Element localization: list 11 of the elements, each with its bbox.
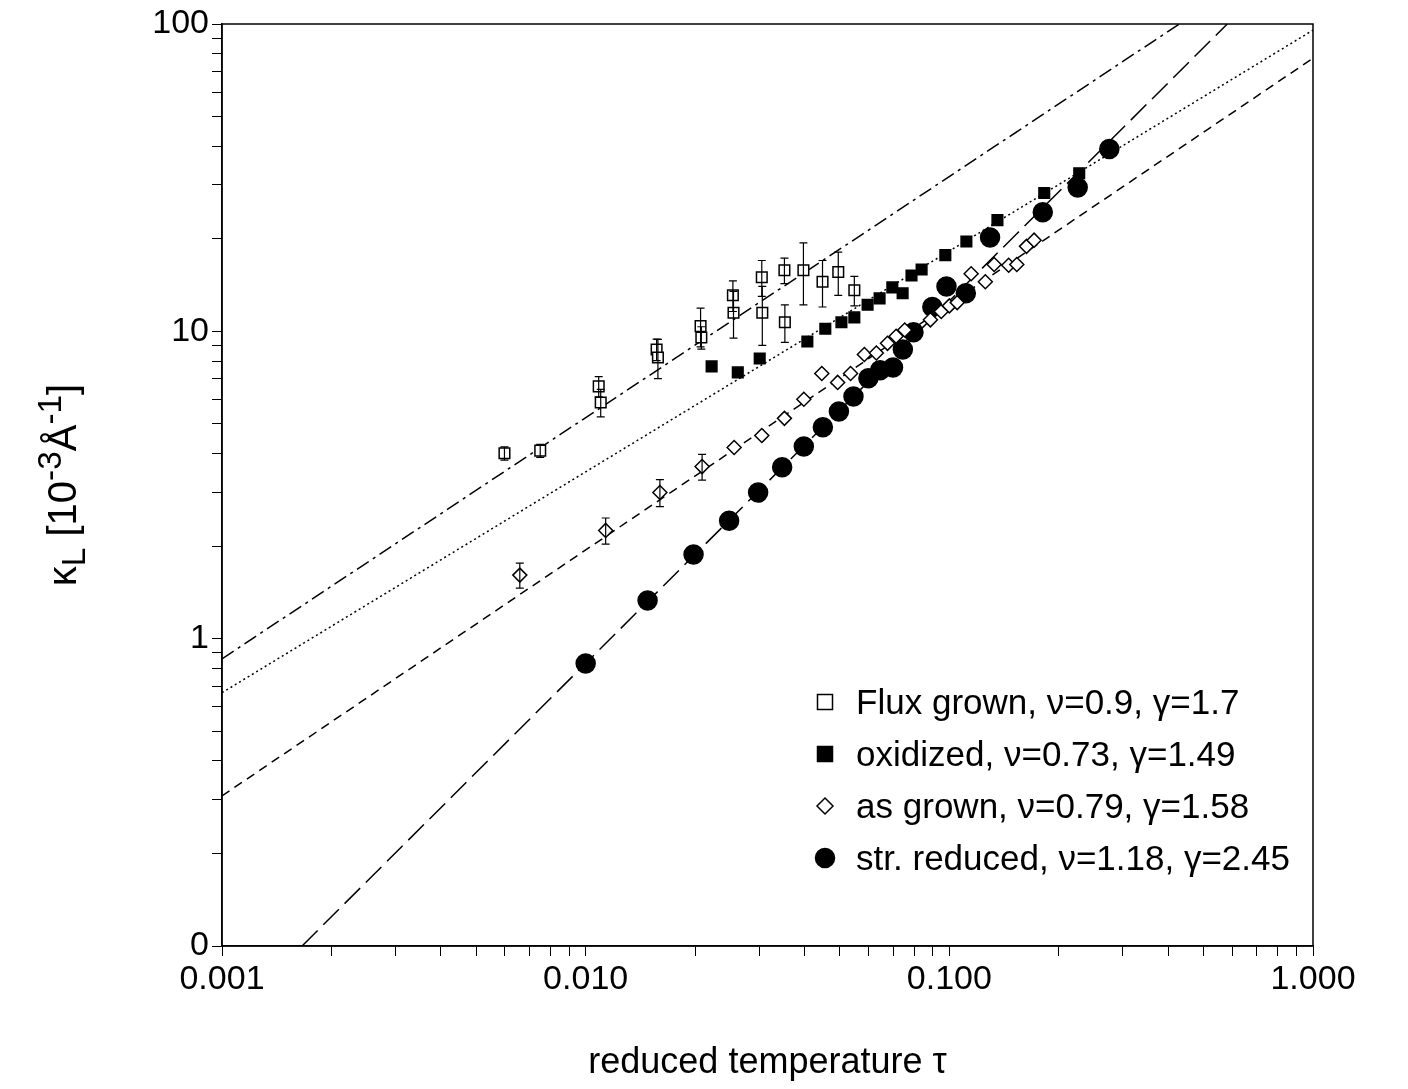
legend-label: Flux grown, ν=0.9, γ=1.7 xyxy=(856,681,1240,723)
y-tick-label: 100 xyxy=(152,2,209,41)
x-tick-label: 1.000 xyxy=(1270,957,1356,996)
x-axis-title: reduced temperature τ xyxy=(588,1040,947,1082)
legend-label: oxidized, ν=0.73, γ=1.49 xyxy=(856,733,1236,775)
legend-label: as grown, ν=0.79, γ=1.58 xyxy=(856,785,1250,827)
y-tick-label: 10 xyxy=(171,309,209,348)
y-tick-label: 1 xyxy=(190,617,209,656)
x-tick-label: 0.100 xyxy=(906,957,992,996)
legend-label: str. reduced, ν=1.18, γ=2.45 xyxy=(856,837,1290,879)
x-tick-label: 0.010 xyxy=(543,957,629,996)
